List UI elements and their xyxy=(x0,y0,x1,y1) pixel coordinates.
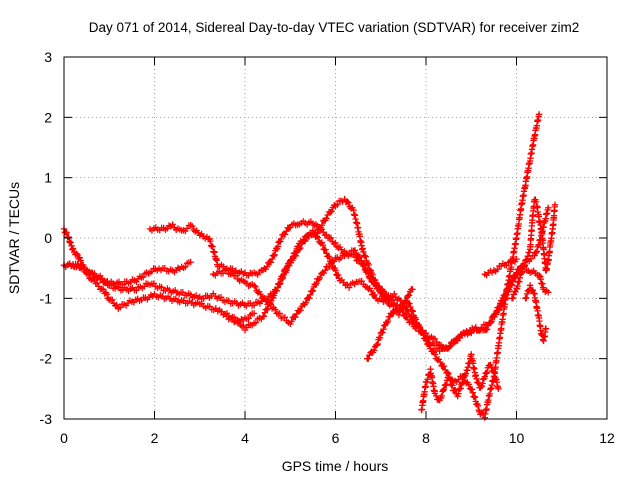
series-markers xyxy=(522,282,550,345)
series-markers xyxy=(60,227,552,355)
x-tick-label: 8 xyxy=(422,430,430,446)
plot-frame xyxy=(63,56,608,420)
series-track-8 xyxy=(418,351,502,414)
series-track-7 xyxy=(364,286,416,362)
series-markers xyxy=(146,204,552,352)
x-tick-label: 2 xyxy=(151,430,159,446)
y-tick-label: 1 xyxy=(44,170,52,186)
y-tick-label: -2 xyxy=(40,351,53,367)
series-markers xyxy=(60,111,543,421)
y-axis-label: SDTVAR / TECUs xyxy=(6,182,22,294)
series-track-11 xyxy=(522,282,550,345)
data-series xyxy=(60,111,559,421)
series-track-9 xyxy=(481,255,520,279)
grid-lines xyxy=(64,57,607,419)
series-markers xyxy=(418,351,502,414)
y-tick-label: 0 xyxy=(44,230,52,246)
series-track-10 xyxy=(508,196,559,302)
series-track-5 xyxy=(210,247,393,327)
y-tick-label: 3 xyxy=(44,49,52,65)
x-tick-label: 4 xyxy=(241,430,249,446)
x-tick-label: 10 xyxy=(509,430,525,446)
series-track-4 xyxy=(60,227,552,355)
series-track-6 xyxy=(223,310,258,327)
series-markers xyxy=(210,247,393,327)
series-markers xyxy=(364,286,416,362)
series-track-1 xyxy=(60,111,543,421)
series-track-3 xyxy=(146,204,552,352)
x-tick-label: 6 xyxy=(332,430,340,446)
x-tick-label: 12 xyxy=(599,430,615,446)
series-markers xyxy=(508,196,559,302)
x-axis-label: GPS time / hours xyxy=(282,458,389,474)
y-tick-label: 2 xyxy=(44,109,52,125)
series-markers xyxy=(481,255,520,279)
y-tick-label: -1 xyxy=(40,290,53,306)
series-markers xyxy=(223,310,258,327)
chart-title: Day 071 of 2014, Sidereal Day-to-day VTE… xyxy=(89,20,579,35)
y-tick-label: -3 xyxy=(40,411,53,427)
x-tick-label: 0 xyxy=(60,430,68,446)
